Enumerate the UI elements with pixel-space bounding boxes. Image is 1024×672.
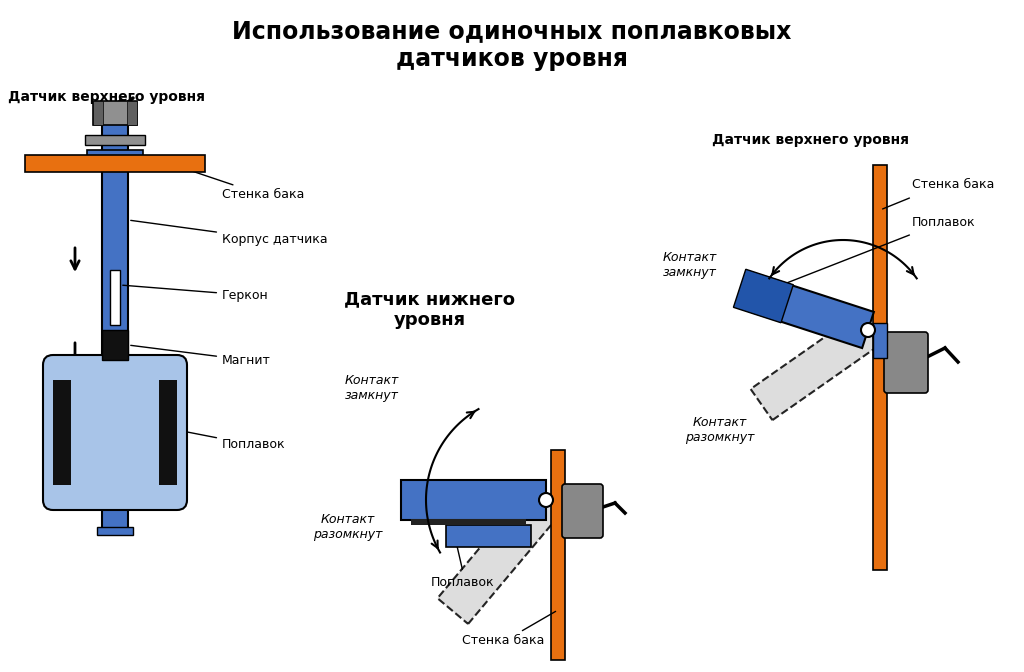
Text: Корпус датчика: Корпус датчика: [131, 220, 328, 247]
Bar: [127, 101, 137, 125]
Circle shape: [861, 323, 874, 337]
Text: Поплавок: Поплавок: [180, 431, 286, 452]
Circle shape: [539, 493, 553, 507]
Text: Стенка бака: Стенка бака: [912, 179, 994, 192]
Bar: [93, 101, 137, 125]
Polygon shape: [751, 314, 879, 420]
Bar: [93, 101, 103, 125]
Bar: [551, 450, 565, 660]
Text: Стенка бака: Стенка бака: [168, 163, 304, 202]
Text: Контакт
разомкнут: Контакт разомкнут: [685, 416, 755, 444]
Text: Контакт
замкнут: Контакт замкнут: [345, 374, 399, 402]
Bar: [102, 330, 128, 360]
Bar: [401, 480, 546, 520]
Bar: [411, 519, 526, 525]
Text: Датчик верхнего уровня: Датчик верхнего уровня: [712, 133, 908, 147]
Bar: [25, 155, 205, 172]
Bar: [102, 115, 128, 530]
Text: Поплавок: Поплавок: [912, 216, 976, 228]
Polygon shape: [733, 269, 794, 323]
Bar: [53, 380, 71, 485]
Bar: [873, 323, 887, 358]
Text: Геркон: Геркон: [123, 285, 268, 302]
Polygon shape: [437, 487, 561, 624]
Text: Использование одиночных поплавковых
датчиков уровня: Использование одиночных поплавковых датч…: [232, 19, 792, 71]
FancyBboxPatch shape: [884, 332, 928, 393]
Text: Датчик верхнего уровня: Датчик верхнего уровня: [8, 90, 205, 104]
Bar: [873, 165, 887, 570]
Polygon shape: [738, 271, 873, 348]
Text: Поплавок: Поплавок: [431, 575, 495, 589]
Text: Датчик нижнего
уровня: Датчик нижнего уровня: [344, 290, 515, 329]
Bar: [159, 380, 177, 485]
Bar: [110, 270, 120, 325]
Text: Магнит: Магнит: [131, 345, 271, 366]
Text: Контакт
замкнут: Контакт замкнут: [663, 251, 717, 279]
Bar: [446, 525, 531, 547]
FancyBboxPatch shape: [43, 355, 187, 510]
FancyBboxPatch shape: [562, 484, 603, 538]
Text: Контакт
разомкнут: Контакт разомкнут: [313, 513, 383, 541]
Bar: [87, 150, 143, 170]
Text: Стенка бака: Стенка бака: [462, 634, 544, 646]
Bar: [97, 527, 133, 535]
Bar: [85, 135, 145, 145]
